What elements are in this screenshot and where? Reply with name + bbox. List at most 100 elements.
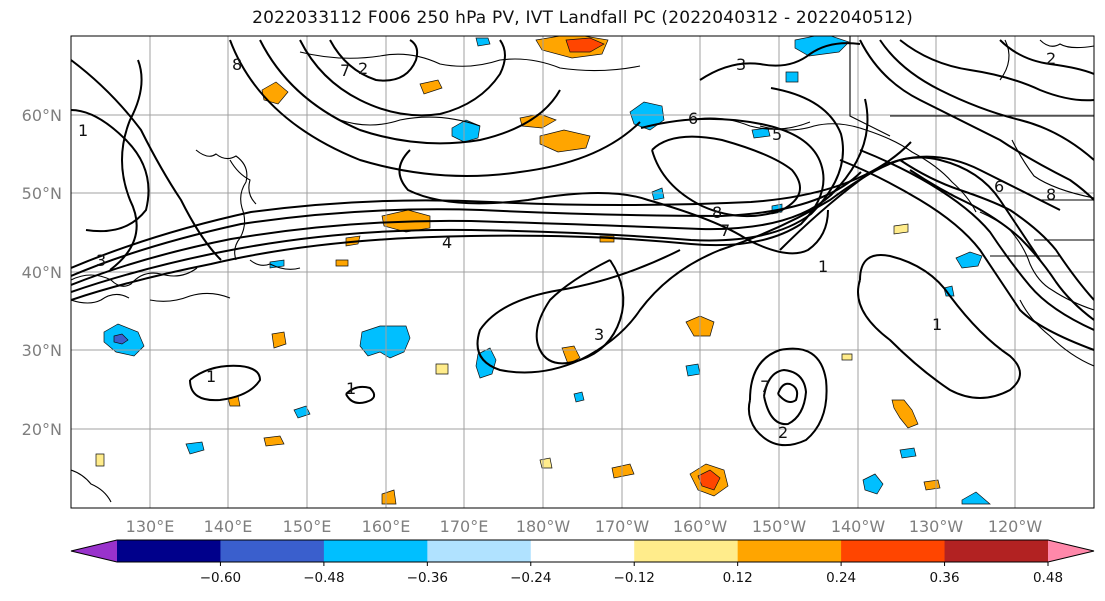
anomaly-patch-orange (539, 129, 591, 153)
lon-label: 120°W (988, 517, 1043, 536)
anomaly-patch-red (565, 37, 605, 53)
contour-label: 8 (712, 203, 722, 222)
anomaly-patch-orange (611, 463, 635, 479)
latitude-labels: 60°N 50°N 40°N 30°N 20°N (22, 106, 62, 439)
anomaly-patch-orange (891, 399, 919, 429)
lon-label: 180°W (516, 517, 571, 536)
pv-contour-line (747, 347, 828, 447)
lon-label: 160°E (362, 517, 411, 536)
contour-label: 4 (442, 233, 452, 252)
anomaly-patch-orange (923, 479, 941, 491)
contour-label: 7 (720, 221, 730, 240)
pv-contour-line (71, 109, 150, 233)
colorbar-segment (117, 540, 221, 562)
contour-label: 2 (778, 423, 788, 442)
contour-label: 2 (358, 59, 368, 78)
lon-label: 170°E (440, 517, 489, 536)
pv-contour-line (777, 382, 799, 403)
colorbar-segment (220, 540, 325, 562)
contour-label: 8 (1046, 185, 1056, 204)
contour-label: 8 (232, 55, 242, 74)
colorbar-extend-high (1048, 540, 1094, 562)
lon-label: 140°E (204, 517, 253, 536)
pv-contour-line (779, 156, 1041, 261)
colorbar-tick-label: 0.36 (930, 570, 960, 586)
anomaly-patch-yellow (95, 453, 105, 467)
anomaly-patch-orange (263, 435, 285, 447)
lon-label: 150°W (752, 517, 807, 536)
anomaly-patch-yellow (841, 353, 853, 361)
contour-labels: 8 2 7 6 5 3 4 1 3 8 7 1 1 3 1 1 7 2 6 8 … (78, 49, 1056, 442)
contour-label: 1 (206, 367, 216, 386)
anomaly-patch-yellow (435, 363, 449, 375)
pv-contour-line (71, 87, 844, 293)
colorbar-tick-label: −0.24 (510, 570, 551, 586)
pv-contour-line (109, 59, 143, 271)
pv-contour-line (345, 385, 376, 404)
pv-contour-line (71, 171, 862, 277)
anomaly-patch-red (697, 469, 721, 491)
colorbar-segment (737, 540, 842, 562)
colorbar-segment (944, 540, 1049, 562)
anomaly-patch-blue (943, 285, 955, 297)
lat-label-40n: 40°N (22, 263, 62, 282)
lon-label: 150°E (283, 517, 332, 536)
colorbar-outline (70, 539, 1095, 563)
pv-contour-line (899, 39, 1094, 102)
colorbar-extend-low (71, 540, 117, 562)
lon-label: 170°W (595, 517, 650, 536)
pv-contour-line (299, 39, 506, 117)
pv-contour-line (71, 59, 222, 261)
contour-label: 1 (932, 315, 942, 334)
anomaly-patch-blue (451, 119, 481, 143)
lat-label-50n: 50°N (22, 184, 62, 203)
colorbar-segment (634, 540, 739, 562)
anomaly-patch-blue (955, 251, 983, 269)
pv-contour-line (71, 98, 869, 286)
contour-label: 6 (688, 109, 698, 128)
colorbar-tick-label: −0.12 (614, 570, 655, 586)
pv-contour-line (763, 368, 808, 426)
colorbar-tick-label: −0.60 (200, 570, 241, 586)
anomaly-patch-blue (651, 187, 665, 201)
contour-label: 3 (594, 325, 604, 344)
contour-label: 1 (818, 257, 828, 276)
anomaly-patch-orange (335, 259, 349, 267)
pv-contour-line (879, 39, 1094, 161)
pv-contours (71, 39, 1094, 447)
anomaly-patch-blue (475, 37, 491, 47)
colorbar: −0.60 −0.48 −0.36 −0.24 −0.12 0.12 0.24 0.36 0.4… (70, 539, 1095, 586)
anomaly-patch-blue (794, 36, 850, 57)
ivt-anomaly-shading (95, 36, 991, 505)
contour-label: 5 (772, 125, 782, 144)
colorbar-tick-label: −0.48 (303, 570, 344, 586)
lon-label: 140°W (831, 517, 886, 536)
colorbar-ticks: −0.60 −0.48 −0.36 −0.24 −0.12 0.12 0.24 0.36 0.4… (200, 562, 1063, 586)
lat-label-60n: 60°N (22, 106, 62, 125)
anomaly-patch-orange (419, 79, 443, 95)
lat-label-20n: 20°N (22, 420, 62, 439)
colorbar-tick-label: 0.24 (826, 570, 856, 586)
pv-contour-line (999, 39, 1094, 75)
anomaly-patch-blue (293, 405, 311, 419)
pv-contour-line (259, 39, 561, 145)
pv-contour-line (859, 149, 1094, 331)
map-frame (70, 35, 1095, 509)
anomaly-patch-blue (862, 473, 884, 495)
anomaly-patch-blue (573, 391, 585, 403)
anomaly-patch-blue (899, 447, 917, 459)
pv-contour-line (229, 39, 641, 177)
colorbar-segment (427, 540, 532, 562)
contour-label: 3 (96, 251, 106, 270)
contour-label: 7 (340, 61, 350, 80)
lat-label-30n: 30°N (22, 341, 62, 360)
anomaly-patch-mid (113, 333, 129, 345)
pv-contour-line (535, 259, 625, 365)
anomaly-patch-yellow (539, 457, 553, 469)
colorbar-tick-label: 0.12 (723, 570, 753, 586)
pv-contour-line (857, 254, 1021, 399)
contour-label: 6 (994, 177, 1004, 196)
colorbar-tick-label: −0.36 (407, 570, 448, 586)
anomaly-patch-orange (271, 331, 287, 349)
lon-label: 160°W (673, 517, 728, 536)
